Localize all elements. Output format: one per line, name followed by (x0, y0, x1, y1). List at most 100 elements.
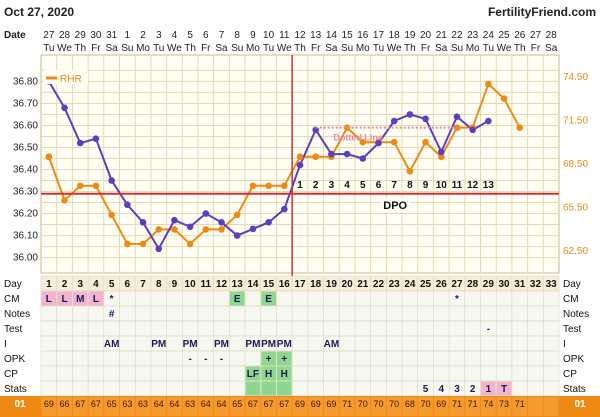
day-number: 7 (140, 279, 146, 290)
stats-highlight (245, 381, 261, 396)
stats-highlight (481, 381, 496, 396)
day-number: 23 (389, 279, 401, 290)
bottom-value: 70 (358, 399, 368, 409)
opk-cell: + (266, 354, 272, 365)
table-row (40, 350, 560, 367)
header-day: 24 (483, 30, 495, 41)
rhr-point (390, 138, 398, 146)
header-day: 12 (294, 30, 306, 41)
opk-cell: - (220, 354, 223, 365)
header-day: 17 (373, 30, 385, 41)
bottom-cell (433, 397, 449, 416)
bottom-value: 71 (452, 399, 462, 409)
row-label-left: CM (4, 294, 20, 305)
dpo-number: 6 (376, 180, 382, 191)
bottom-value: 65 (107, 399, 117, 409)
opk-cell: - (188, 354, 191, 365)
intercourse-cell: PM (245, 339, 260, 350)
bottom-cell (339, 397, 355, 416)
rhr-point (124, 240, 131, 248)
row-label-left: Day (4, 279, 22, 290)
header-day: 15 (342, 30, 354, 41)
bbt-point (281, 205, 288, 213)
header-day: 7 (219, 30, 225, 41)
cycle-code-left: 01 (14, 399, 26, 410)
header-weekday: Mo (356, 43, 370, 54)
y-tick-left: 36.80 (13, 76, 38, 87)
day-number: 1 (46, 279, 52, 290)
bottom-value: 67 (75, 399, 85, 409)
rhr-point (312, 153, 319, 161)
y-tick-left: 36.30 (13, 187, 38, 198)
dpo-label-bg (380, 198, 411, 212)
cell-highlight (261, 351, 276, 366)
bottom-value: 71 (468, 399, 478, 409)
cm-cell: E (234, 294, 241, 305)
rhr-point (422, 138, 429, 146)
header-day: 27 (530, 30, 542, 41)
day-number: 28 (467, 279, 479, 290)
header-day: 26 (514, 30, 526, 41)
header-weekday: We (497, 43, 512, 54)
header-weekday: Su (451, 43, 463, 54)
row-label-right: CP (563, 369, 577, 380)
bottom-value: 70 (389, 399, 399, 409)
day-number: 16 (279, 279, 291, 290)
notes-cell: # (109, 309, 115, 320)
header-weekday: Su (341, 43, 353, 54)
day-number: 24 (404, 279, 416, 290)
bottom-cell (543, 397, 559, 416)
rhr-point (186, 240, 194, 248)
header-day: 28 (59, 30, 71, 41)
header-day: 29 (75, 30, 87, 41)
header-weekday: Th (74, 43, 86, 54)
header-weekday: Mo (466, 43, 480, 54)
header-weekday: Mo (246, 43, 260, 54)
day-number: 29 (483, 279, 495, 290)
header-weekday: Tu (153, 43, 164, 54)
header-weekday: Th (184, 43, 196, 54)
bottom-value: 68 (405, 399, 415, 409)
header-day: 21 (436, 30, 448, 41)
cm-cell: M (76, 294, 84, 305)
bottom-cell (104, 397, 119, 416)
bottom-cell (402, 397, 418, 416)
bbt-point (485, 117, 492, 125)
bottom-cell (528, 397, 543, 416)
dpo-number: 4 (344, 180, 350, 191)
bottom-value: 71 (342, 399, 352, 409)
row-label-left: OPK (4, 354, 25, 365)
header-day: 23 (467, 30, 479, 41)
stats-cell: 3 (454, 384, 460, 395)
header-day: 11 (279, 30, 290, 41)
bottom-cell (261, 397, 276, 416)
chart-points (45, 78, 524, 253)
bottom-cell (119, 397, 135, 416)
dpo-number: 8 (407, 180, 413, 191)
bbt-point (343, 150, 351, 158)
bottom-cell (245, 397, 261, 416)
rhr-point (516, 124, 524, 131)
bottom-value: 70 (373, 399, 383, 409)
header-day: 18 (389, 30, 401, 41)
bbt-point (453, 113, 461, 120)
cell-highlight (229, 291, 245, 306)
bottom-cell (292, 397, 308, 416)
cell-highlight (276, 351, 292, 366)
bbt-point (155, 245, 163, 253)
bottom-value: 63 (185, 399, 195, 409)
day-number: 10 (185, 279, 197, 290)
rhr-point (171, 226, 178, 233)
bottom-value: 65 (232, 399, 242, 409)
dpo-label: DPO (383, 200, 407, 212)
intercourse-cell: AM (324, 339, 340, 350)
legend-box (44, 70, 88, 84)
bottom-value: 71 (515, 399, 525, 409)
cell-highlight (276, 366, 292, 381)
stats-cell: 5 (423, 384, 429, 395)
header-day: 6 (203, 30, 209, 41)
day-number: 8 (156, 279, 162, 290)
cm-cell: L (46, 294, 52, 305)
header-weekday: Fr (531, 43, 541, 54)
header-weekday: Su (121, 43, 133, 54)
